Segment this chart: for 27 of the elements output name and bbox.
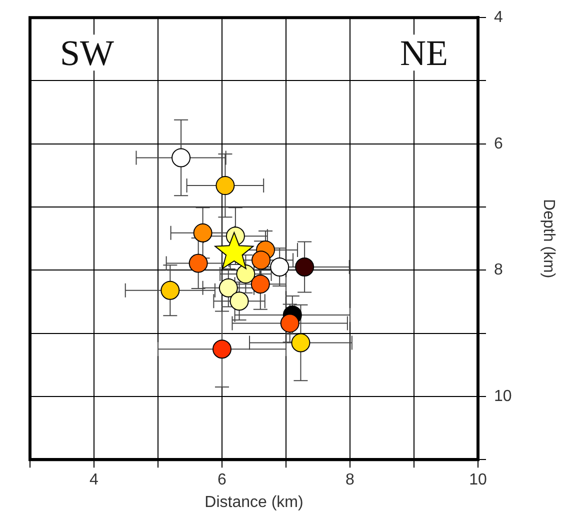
point: [230, 292, 249, 311]
x-tick-label: 10: [469, 472, 487, 489]
point: [160, 280, 180, 300]
point: [280, 314, 300, 333]
point: [216, 176, 235, 196]
point: [270, 258, 290, 277]
y-tick-label: 8: [494, 262, 503, 279]
point: [188, 254, 208, 273]
point: [252, 250, 271, 270]
annotation: NE: [400, 33, 448, 74]
y-tick-label: 6: [494, 135, 503, 152]
x-axis-title: Distance (km): [204, 494, 304, 511]
point: [218, 278, 238, 298]
x-tick-label: 8: [346, 472, 355, 489]
y-tick-label: 4: [494, 9, 503, 26]
point: [250, 274, 270, 294]
point: [172, 148, 191, 168]
y-axis-title: Depth (km): [540, 199, 557, 278]
point: [236, 264, 256, 284]
x-tick-label: 6: [218, 472, 227, 489]
point: [193, 223, 212, 242]
y-tick-label: 10: [494, 388, 512, 405]
point: [295, 258, 314, 277]
annotation: SW: [60, 33, 114, 74]
point: [291, 333, 310, 352]
point: [212, 340, 232, 359]
x-tick-label: 4: [90, 472, 99, 489]
